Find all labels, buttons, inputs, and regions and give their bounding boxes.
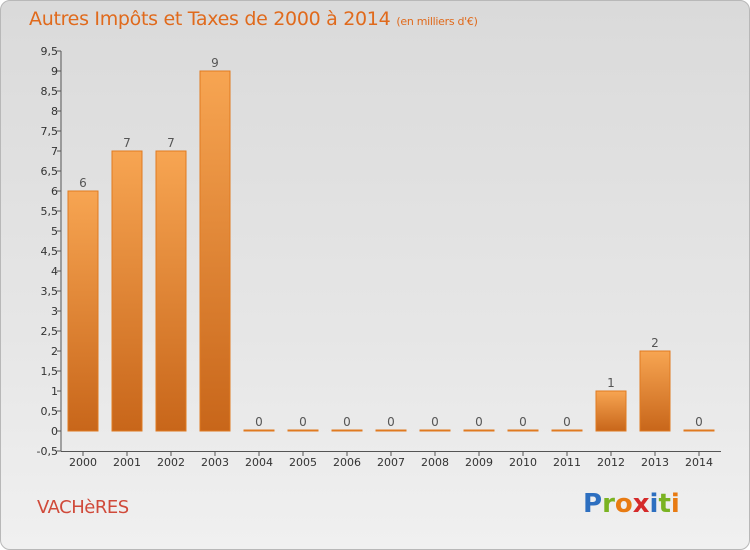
- bar-2014: [683, 429, 715, 432]
- y-tick-label: 8,5: [41, 85, 59, 98]
- y-tick-label: 1: [51, 385, 58, 398]
- y-tick-label: -0,5: [37, 445, 58, 458]
- y-tick-label: 7,5: [41, 125, 59, 138]
- x-tick-label: 2000: [69, 456, 97, 469]
- x-tick-label: 2009: [465, 456, 493, 469]
- proxiti-logo[interactable]: Proxiti: [583, 489, 680, 519]
- bars: [67, 70, 715, 432]
- y-tick-label: 2: [51, 345, 58, 358]
- value-label-2006: 0: [343, 415, 351, 429]
- bar-2008: [419, 429, 451, 432]
- value-label-2013: 2: [651, 336, 659, 350]
- y-tick-label: 0,5: [41, 405, 59, 418]
- bar-2002: [155, 150, 187, 432]
- bar-2010: [507, 429, 539, 432]
- chart-subtitle: (en milliers d'€): [396, 15, 478, 28]
- x-tick-label: 2014: [685, 456, 713, 469]
- value-label-2010: 0: [519, 415, 527, 429]
- bar-2003: [199, 70, 231, 432]
- y-tick-label: 6,5: [41, 165, 59, 178]
- bar-2009: [463, 429, 495, 432]
- value-label-2009: 0: [475, 415, 483, 429]
- value-label-2005: 0: [299, 415, 307, 429]
- x-tick-label: 2011: [553, 456, 581, 469]
- y-tick-label: 3: [51, 305, 58, 318]
- y-tick-label: 9,5: [41, 45, 59, 58]
- x-tick-label: 2006: [333, 456, 361, 469]
- y-tick-label: 7: [51, 145, 58, 158]
- bar-2006: [331, 429, 363, 432]
- logo-letter: x: [632, 489, 650, 519]
- x-tick-label: 2001: [113, 456, 141, 469]
- y-tick-label: 3,5: [41, 285, 59, 298]
- x-tick-label: 2005: [289, 456, 317, 469]
- y-tick-label: 2,5: [41, 325, 59, 338]
- bar-2011: [551, 429, 583, 432]
- logo-letter: P: [583, 489, 603, 519]
- y-tick-label: 5: [51, 225, 58, 238]
- y-tick-label: 8: [51, 105, 58, 118]
- bar-2007: [375, 429, 407, 432]
- bar-2001: [111, 150, 143, 432]
- y-tick-label: 0: [51, 425, 58, 438]
- value-label-2012: 1: [607, 376, 615, 390]
- bar-2004: [243, 429, 275, 432]
- x-tick-label: 2010: [509, 456, 537, 469]
- y-tick-label: 1,5: [41, 365, 59, 378]
- place-name: VACHèRES: [37, 497, 129, 518]
- value-label-2002: 7: [167, 136, 175, 150]
- logo-letter: i: [670, 489, 680, 519]
- bar-2000: [67, 190, 99, 432]
- value-label-2011: 0: [563, 415, 571, 429]
- x-tick-label: 2002: [157, 456, 185, 469]
- y-tick-label: 6: [51, 185, 58, 198]
- bar-2005: [287, 429, 319, 432]
- logo-letter: i: [649, 489, 659, 519]
- value-label-2000: 6: [79, 176, 87, 190]
- logo-letter: o: [614, 489, 633, 519]
- x-tick-label: 2012: [597, 456, 625, 469]
- y-axis: -0,5 0 0,5 1 1,5 2 2,5 3 3,5 4 4,5 5 5,5 6 6,5 7 7,5 8 8,5…: [37, 45, 62, 458]
- x-axis: 2000 2001 2002 2003 2004 2005 2006 2007 2008 2009…: [61, 451, 721, 469]
- value-label-2004: 0: [255, 415, 263, 429]
- y-tick-label: 5,5: [41, 205, 59, 218]
- logo-letter: r: [602, 489, 615, 519]
- y-tick-label: 4: [51, 265, 58, 278]
- value-label-2014: 0: [695, 415, 703, 429]
- x-tick-label: 2007: [377, 456, 405, 469]
- bar-2013: [639, 350, 671, 432]
- value-labels: 6 7 7 9 0 0 0 0 0 0 0 0 1 2 0: [79, 56, 703, 429]
- x-tick-label: 2004: [245, 456, 273, 469]
- y-tick-label: 9: [51, 65, 58, 78]
- value-label-2007: 0: [387, 415, 395, 429]
- value-label-2008: 0: [431, 415, 439, 429]
- x-tick-label: 2008: [421, 456, 449, 469]
- value-label-2001: 7: [123, 136, 131, 150]
- value-label-2003: 9: [211, 56, 219, 70]
- y-tick-label: 4,5: [41, 245, 59, 258]
- logo-letter: t: [658, 489, 671, 519]
- chart-title: Autres Impôts et Taxes de 2000 à 2014 (en…: [29, 8, 478, 30]
- x-tick-label: 2013: [641, 456, 669, 469]
- x-tick-label: 2003: [201, 456, 229, 469]
- bar-2012: [595, 390, 627, 432]
